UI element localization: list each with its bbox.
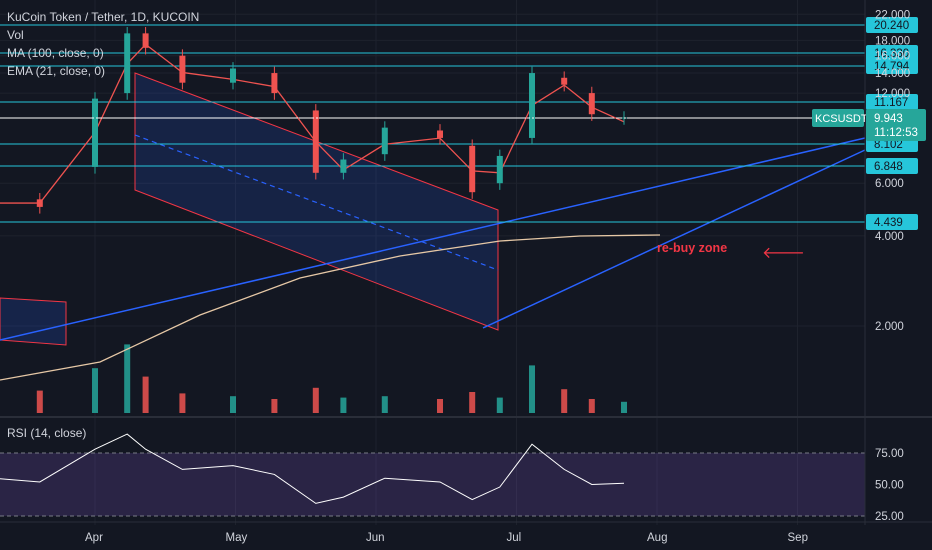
trend-line-lower — [482, 149, 866, 329]
mini-channel — [0, 297, 67, 346]
candle-body — [588, 93, 595, 115]
price-tick-label: 4.000 — [875, 231, 904, 243]
candle-body — [271, 73, 278, 94]
price-tag — [866, 109, 926, 141]
level-label: 4.439 — [874, 217, 903, 229]
trend-line-upper — [0, 137, 866, 341]
price-tick-label: 14.000 — [875, 68, 910, 80]
rsi-band — [0, 453, 865, 516]
candle-body — [312, 110, 319, 173]
ema-line — [0, 43, 661, 381]
legend-vol[interactable]: Vol — [7, 28, 24, 42]
level-badge — [866, 158, 918, 174]
level-label: 16.330 — [874, 48, 909, 60]
rsi-legend: RSI (14, close) — [7, 426, 86, 440]
ma-line — [0, 234, 661, 381]
legend-ma[interactable]: MA (100, close, 0) — [7, 46, 104, 60]
level-label: 11.167 — [874, 97, 908, 109]
level-label: 14.794 — [874, 61, 910, 73]
price-tick-label: 12.000 — [875, 88, 910, 100]
candle-body — [437, 130, 443, 138]
volume-bar — [312, 387, 319, 413]
rsi-tick-label: 50.00 — [875, 480, 904, 492]
candle-body — [92, 98, 98, 167]
volume-bar — [36, 390, 43, 413]
candle-body — [124, 33, 131, 94]
volume-bar — [142, 376, 149, 413]
channel-band — [134, 72, 499, 331]
rsi-tick-label: 25.00 — [875, 511, 904, 523]
candle-body — [36, 199, 43, 207]
candle-body — [496, 155, 503, 184]
candle-body — [529, 73, 535, 138]
candle-body — [142, 33, 149, 48]
grid — [0, 0, 865, 525]
volume-bar — [124, 344, 131, 413]
rsi-line — [0, 433, 625, 504]
volume-bar — [437, 399, 443, 413]
level-label: 6.848 — [874, 161, 903, 173]
volume-bar — [496, 397, 503, 413]
legend-ema[interactable]: EMA (21, close, 0) — [7, 64, 106, 78]
candle-body — [381, 127, 388, 155]
volume-bar — [561, 389, 568, 413]
price-tag-value: 9.943 — [874, 113, 903, 125]
level-label: 20.240 — [874, 20, 909, 32]
price-tag-countdown: 11:12:53 — [874, 127, 918, 139]
volume-bar — [381, 396, 388, 413]
level-badge — [866, 214, 918, 230]
descending-channel — [0, 72, 499, 346]
level-lines: 20.24016.33014.79411.1679.9248.1026.8484… — [0, 17, 918, 230]
level-badge — [866, 17, 918, 33]
trend-lines — [0, 137, 866, 341]
candle-body — [179, 55, 186, 83]
time-tick-label: Jul — [507, 532, 522, 544]
candle-body — [561, 77, 568, 85]
volume-bar — [271, 399, 278, 413]
level-badge — [866, 45, 918, 61]
price-tick-label: 6.000 — [875, 178, 904, 190]
time-tick-label: Aug — [647, 532, 667, 544]
volume-bar — [230, 396, 236, 413]
level-label: 8.102 — [874, 139, 903, 151]
legend-title[interactable]: KuCoin Token / Tether, 1D, KUCOIN — [7, 10, 200, 24]
level-badge — [866, 58, 918, 74]
candle-body — [230, 68, 236, 83]
symbol-label: KCSUSDT — [815, 113, 868, 125]
time-tick-label: Apr — [85, 532, 103, 544]
legend: KuCoin Token / Tether, 1D, KUCOIN Vol MA… — [7, 8, 199, 80]
time-tick-label: Sep — [788, 532, 808, 544]
annotation: KCSUSDT 9.943 11:12:53 re-buy zone 🡐 — [0, 109, 926, 262]
symbol-tag — [812, 109, 864, 127]
time-tick-label: Jun — [366, 532, 385, 544]
rsi-pane: RSI (14, close) — [0, 426, 865, 517]
volume-bar — [621, 401, 627, 413]
price-tick-label: 16.000 — [875, 51, 910, 63]
candles — [36, 27, 627, 214]
rebuy-zone-label: re-buy zone — [657, 241, 727, 255]
time-tick-label: May — [226, 532, 248, 544]
volume-bar — [92, 368, 98, 413]
price-tick-label: 18.000 — [875, 35, 910, 47]
rsi-tick-label: 75.00 — [875, 448, 904, 460]
price-tick-label: 22.000 — [875, 9, 910, 21]
volume-bar — [588, 399, 595, 413]
volume-bar — [179, 393, 186, 413]
volume-bars — [36, 344, 627, 413]
level-badge — [866, 94, 918, 110]
ema-path — [0, 43, 625, 204]
candle-body — [469, 145, 476, 193]
volume-bar — [529, 365, 535, 413]
candle-body — [340, 159, 347, 173]
volume-bar — [340, 397, 347, 413]
left-arrow-icon: 🡐 — [762, 245, 805, 262]
channel-midline — [134, 134, 499, 271]
price-tick-label: 2.000 — [875, 321, 904, 333]
volume-bar — [469, 392, 476, 413]
